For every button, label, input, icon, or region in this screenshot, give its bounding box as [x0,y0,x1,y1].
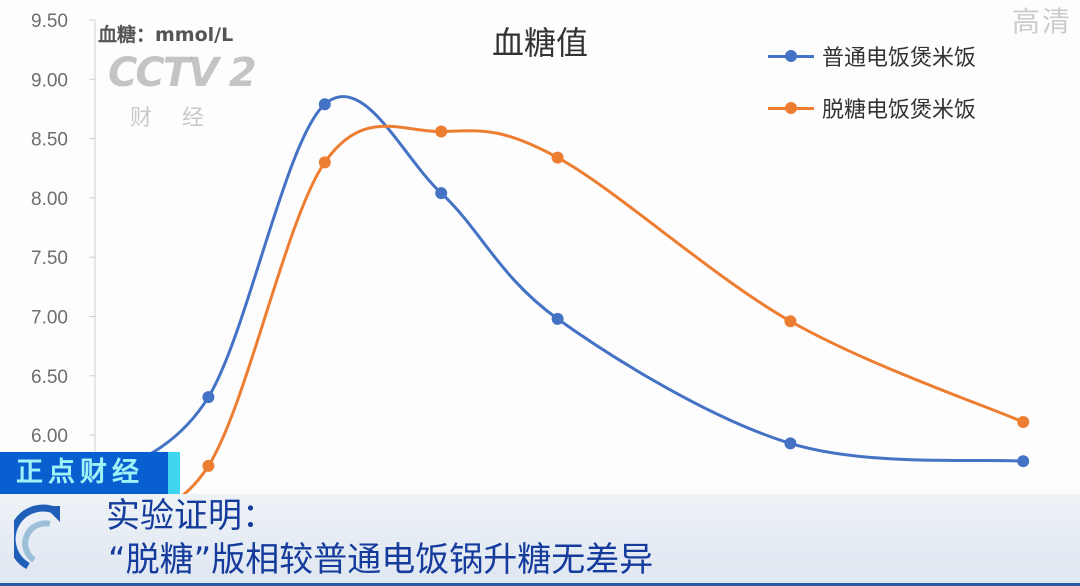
program-logo-icon [14,504,60,570]
series-0-point [784,437,797,450]
series-1-point [551,151,564,164]
legend-label-desugared: 脱糖电饭煲米饭 [822,98,977,123]
series-0-point [1017,455,1030,468]
channel-logo: CCTV 2 [108,50,257,96]
caption-line-2: “脱糖”版相较普通电饭锅升糖无差异 [108,540,654,580]
channel-sub-logo: 财经 [130,106,235,131]
series-0-point [202,391,215,404]
y-tick-label: 9.00 [31,70,68,91]
series-line-1 [91,124,1024,532]
chart-title: 血糖值 [491,24,588,62]
caption-banner: 实验证明： “脱糖”版相较普通电饭锅升糖无差异 [0,494,1080,586]
y-tick-label: 6.50 [31,367,68,388]
legend-item-regular: 普通电饭煲米饭 [768,30,976,82]
y-tick-label: 8.00 [31,189,68,210]
series-1-point [202,459,215,472]
series-1-point [318,156,331,169]
y-tick-label: 7.00 [31,308,68,329]
series-0-point [435,187,448,200]
legend: 普通电饭煲米饭 脱糖电饭煲米饭 [768,30,976,134]
y-tick-label: 8.50 [31,130,68,151]
series-0-point [318,98,331,111]
y-tick-label: 9.50 [31,11,68,32]
series-0-point [551,312,564,325]
y-axis-unit-label: 血糖：mmol/L [98,24,234,46]
caption-line-1: 实验证明： [106,496,276,536]
legend-label-regular: 普通电饭煲米饭 [822,46,977,71]
series-1-point [1017,416,1030,429]
legend-item-desugared: 脱糖电饭煲米饭 [768,82,976,134]
legend-swatch-desugared [768,101,814,114]
program-tag: 正点财经 [0,452,180,494]
y-tick-label: 7.50 [31,248,68,269]
y-tick-label: 6.00 [31,426,68,447]
series-1-point [784,315,797,328]
series-1-point [435,125,448,138]
hd-badge: 高清 [1012,5,1073,38]
legend-swatch-regular [768,49,814,62]
